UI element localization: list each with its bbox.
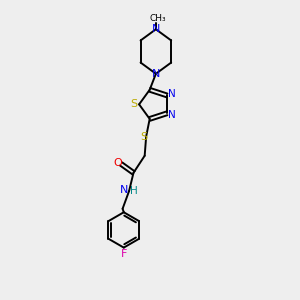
Text: CH₃: CH₃ [149,14,166,23]
Text: S: S [130,99,137,110]
Text: F: F [121,249,127,259]
Text: O: O [113,158,122,168]
Text: N: N [168,110,176,120]
Text: S: S [140,133,147,142]
Text: N: N [120,185,129,196]
Text: N: N [152,69,160,79]
Text: H: H [130,186,138,196]
Text: N: N [152,24,160,34]
Text: N: N [168,89,176,99]
